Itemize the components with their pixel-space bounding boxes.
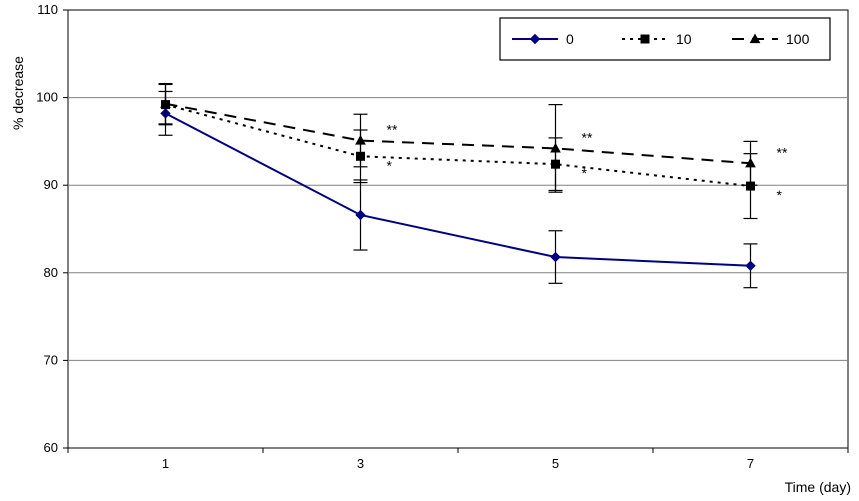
- svg-text:100: 100: [36, 90, 58, 105]
- svg-text:10: 10: [676, 31, 692, 47]
- svg-text:70: 70: [44, 352, 58, 367]
- svg-text:*: *: [387, 157, 393, 173]
- chart-container: % decrease Time (day) 607080901001101357…: [0, 0, 859, 501]
- svg-text:*: *: [777, 187, 783, 203]
- svg-text:1: 1: [162, 456, 169, 471]
- x-axis-label: Time (day): [785, 479, 851, 495]
- line-chart: 607080901001101357*********010100: [0, 0, 859, 501]
- svg-text:3: 3: [357, 456, 364, 471]
- svg-text:**: **: [777, 144, 788, 160]
- svg-text:**: **: [582, 129, 593, 145]
- svg-text:*: *: [582, 165, 588, 181]
- svg-text:**: **: [387, 122, 398, 138]
- svg-text:7: 7: [747, 456, 754, 471]
- svg-text:100: 100: [786, 31, 810, 47]
- svg-text:110: 110: [37, 2, 58, 17]
- svg-text:0: 0: [566, 31, 574, 47]
- svg-text:5: 5: [552, 456, 559, 471]
- y-axis-label: % decrease: [10, 56, 26, 130]
- svg-text:90: 90: [44, 177, 58, 192]
- svg-text:60: 60: [44, 440, 58, 455]
- svg-text:80: 80: [44, 265, 58, 280]
